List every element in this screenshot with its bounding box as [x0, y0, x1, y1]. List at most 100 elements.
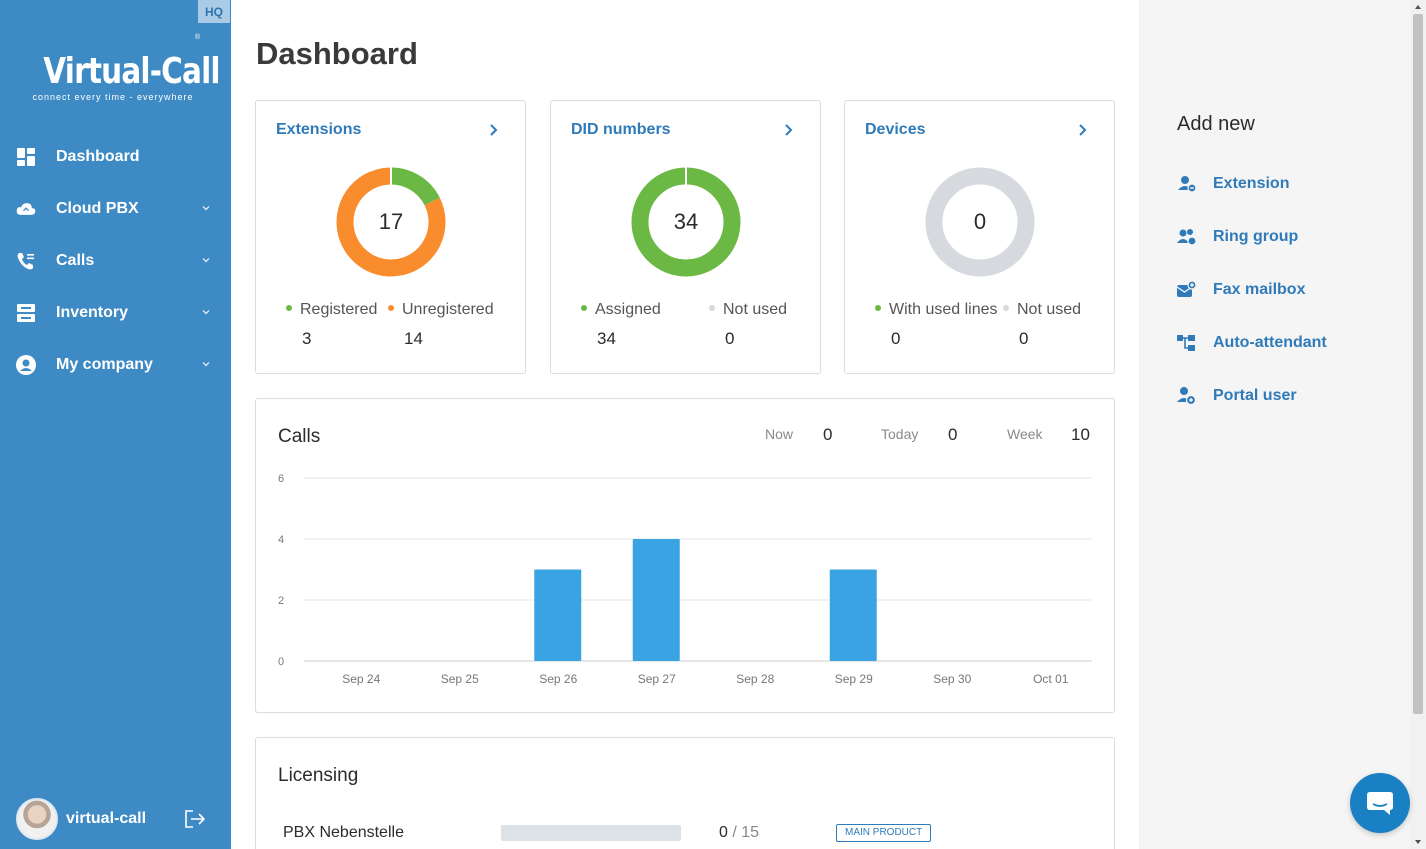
sidebar-item-label: My company — [56, 356, 153, 373]
x-tick-label: Sep 24 — [342, 672, 380, 686]
cloud-icon — [16, 199, 36, 219]
sidebar-nav: Dashboard Cloud PBX Calls Inventory — [0, 131, 231, 391]
chat-bubble-icon — [1367, 792, 1393, 815]
scroll-up-arrow-icon[interactable] — [1414, 3, 1422, 11]
sidebar: HQ Virtual-Call ® connect every time - e… — [0, 0, 231, 849]
donut-slice — [390, 167, 440, 206]
card-title[interactable]: DID numbers — [571, 121, 671, 138]
user-circle-icon — [16, 355, 36, 375]
add-item-label: Fax mailbox — [1213, 281, 1306, 298]
scrollbar-thumb[interactable] — [1413, 14, 1423, 714]
extensions-donut — [336, 167, 446, 277]
chevron-right-icon[interactable] — [1078, 123, 1088, 137]
y-tick-label: 6 — [278, 473, 284, 485]
license-used: 0 — [719, 824, 728, 841]
licensing-title: Licensing — [278, 765, 359, 786]
sidebar-item-inventory[interactable]: Inventory — [0, 287, 231, 339]
legend-item-registered: Registered — [286, 301, 377, 319]
sidebar-item-label: Calls — [56, 252, 95, 269]
vertical-scrollbar[interactable] — [1410, 0, 1426, 849]
logo-registered-mark: ® — [194, 34, 200, 41]
legend-item-not-used: Not used — [709, 301, 787, 319]
legend-label: Not used — [1017, 301, 1082, 318]
donut-slice — [336, 167, 446, 277]
donut-empty-ring — [925, 167, 1035, 277]
add-auto-attendant-link[interactable]: Auto-attendant — [1177, 331, 1327, 355]
add-portal-user-link[interactable]: Portal user — [1177, 384, 1297, 408]
avatar[interactable] — [16, 798, 58, 840]
did-donut — [631, 167, 741, 277]
scroll-down-arrow-icon[interactable] — [1414, 838, 1422, 846]
legend-label: Unregistered — [402, 301, 494, 318]
phone-icon — [16, 251, 36, 271]
sidebar-item-label: Dashboard — [56, 148, 140, 165]
chart-bar — [829, 569, 877, 661]
logo-tagline: connect every time - everywhere — [32, 92, 194, 102]
x-tick-label: Sep 26 — [539, 672, 577, 686]
legend-item-not-used: Not used — [1003, 301, 1081, 319]
x-tick-label: Sep 25 — [441, 672, 479, 686]
chevron-down-icon — [202, 206, 210, 211]
license-max: / 15 — [732, 824, 760, 841]
donut-total: 17 — [378, 209, 404, 234]
add-fax-mailbox-link[interactable]: Fax mailbox — [1177, 278, 1305, 302]
with-used-lines-count: 0 — [891, 329, 901, 348]
logo[interactable]: Virtual-Call ® connect every time - ever… — [28, 34, 220, 102]
page-title: Dashboard — [256, 36, 418, 71]
week-label: Week — [1007, 426, 1043, 442]
donut-total: 0 — [973, 209, 987, 234]
logo-title: Virtual-Call — [43, 51, 220, 92]
add-ring-group-link[interactable]: Ring group — [1177, 225, 1298, 249]
card-title[interactable]: Devices — [865, 121, 926, 138]
now-value: 0 — [823, 425, 833, 444]
unregistered-count: 14 — [404, 329, 423, 348]
calls-bar-chart: 0 2 4 6 Sep 24 Sep 25 Sep 26 Sep 27 Sep 28 Sep 29… — [278, 473, 1092, 686]
user-name: virtual-call — [66, 810, 147, 827]
legend-label: With used lines — [889, 301, 998, 318]
sidebar-item-cloud-pbx[interactable]: Cloud PBX — [0, 183, 231, 235]
add-new-panel: Add new Extension Ring group Fax mailbox… — [1139, 0, 1410, 849]
donut-total: 34 — [673, 209, 699, 234]
sidebar-item-label: Cloud PBX — [56, 200, 139, 217]
inventory-icon — [16, 303, 36, 323]
x-tick-label: Oct 01 — [1033, 672, 1069, 686]
sidebar-item-my-company[interactable]: My company — [0, 339, 231, 391]
add-item-label: Portal user — [1213, 387, 1297, 404]
main-product-badge: MAIN PRODUCT — [836, 824, 932, 842]
licensing-card: Licensing PBX Nebenstelle 0 / 15 MAIN PR… — [255, 737, 1115, 849]
dashboard-icon — [16, 147, 36, 167]
license-progress-bar — [501, 825, 681, 841]
sidebar-item-label: Inventory — [56, 304, 129, 321]
calls-card: 0 2 4 6 Sep 24 Sep 25 Sep 26 Sep 27 Sep 28 Sep 29… — [255, 398, 1115, 713]
legend-label: Assigned — [595, 301, 661, 318]
user-profile[interactable]: virtual-call — [16, 798, 216, 840]
license-count: 0 / 15 — [719, 824, 759, 842]
not-used-count: 0 — [1019, 329, 1029, 348]
add-item-label: Ring group — [1213, 228, 1299, 245]
group-icon — [1177, 229, 1197, 246]
chevron-right-icon[interactable] — [489, 123, 499, 137]
add-item-label: Auto-attendant — [1213, 334, 1327, 351]
hq-badge[interactable]: HQ — [198, 0, 230, 23]
y-tick-label: 4 — [278, 534, 284, 546]
extensions-card: Extensions 17 Registered Unregistered 3 … — [255, 100, 526, 374]
y-tick-label: 0 — [278, 656, 284, 668]
add-extension-link[interactable]: Extension — [1177, 172, 1289, 196]
legend-item-with-used-lines: With used lines — [875, 301, 998, 319]
x-tick-label: Sep 28 — [736, 672, 774, 686]
main-content: Dashboard Extensions 17 Registered Unreg… — [231, 0, 1139, 849]
today-value: 0 — [948, 425, 958, 444]
assigned-count: 34 — [597, 329, 616, 348]
chevron-down-icon — [202, 310, 210, 315]
x-tick-label: Sep 27 — [638, 672, 676, 686]
chevron-right-icon[interactable] — [784, 123, 794, 137]
chat-button[interactable] — [1350, 773, 1410, 833]
today-label: Today — [881, 426, 919, 442]
card-title[interactable]: Extensions — [276, 121, 362, 138]
logout-icon[interactable] — [184, 809, 206, 829]
legend-item-unregistered: Unregistered — [388, 301, 494, 319]
not-used-count: 0 — [725, 329, 735, 348]
sidebar-item-calls[interactable]: Calls — [0, 235, 231, 287]
sidebar-item-dashboard[interactable]: Dashboard — [0, 131, 231, 183]
legend-label: Registered — [300, 301, 378, 318]
